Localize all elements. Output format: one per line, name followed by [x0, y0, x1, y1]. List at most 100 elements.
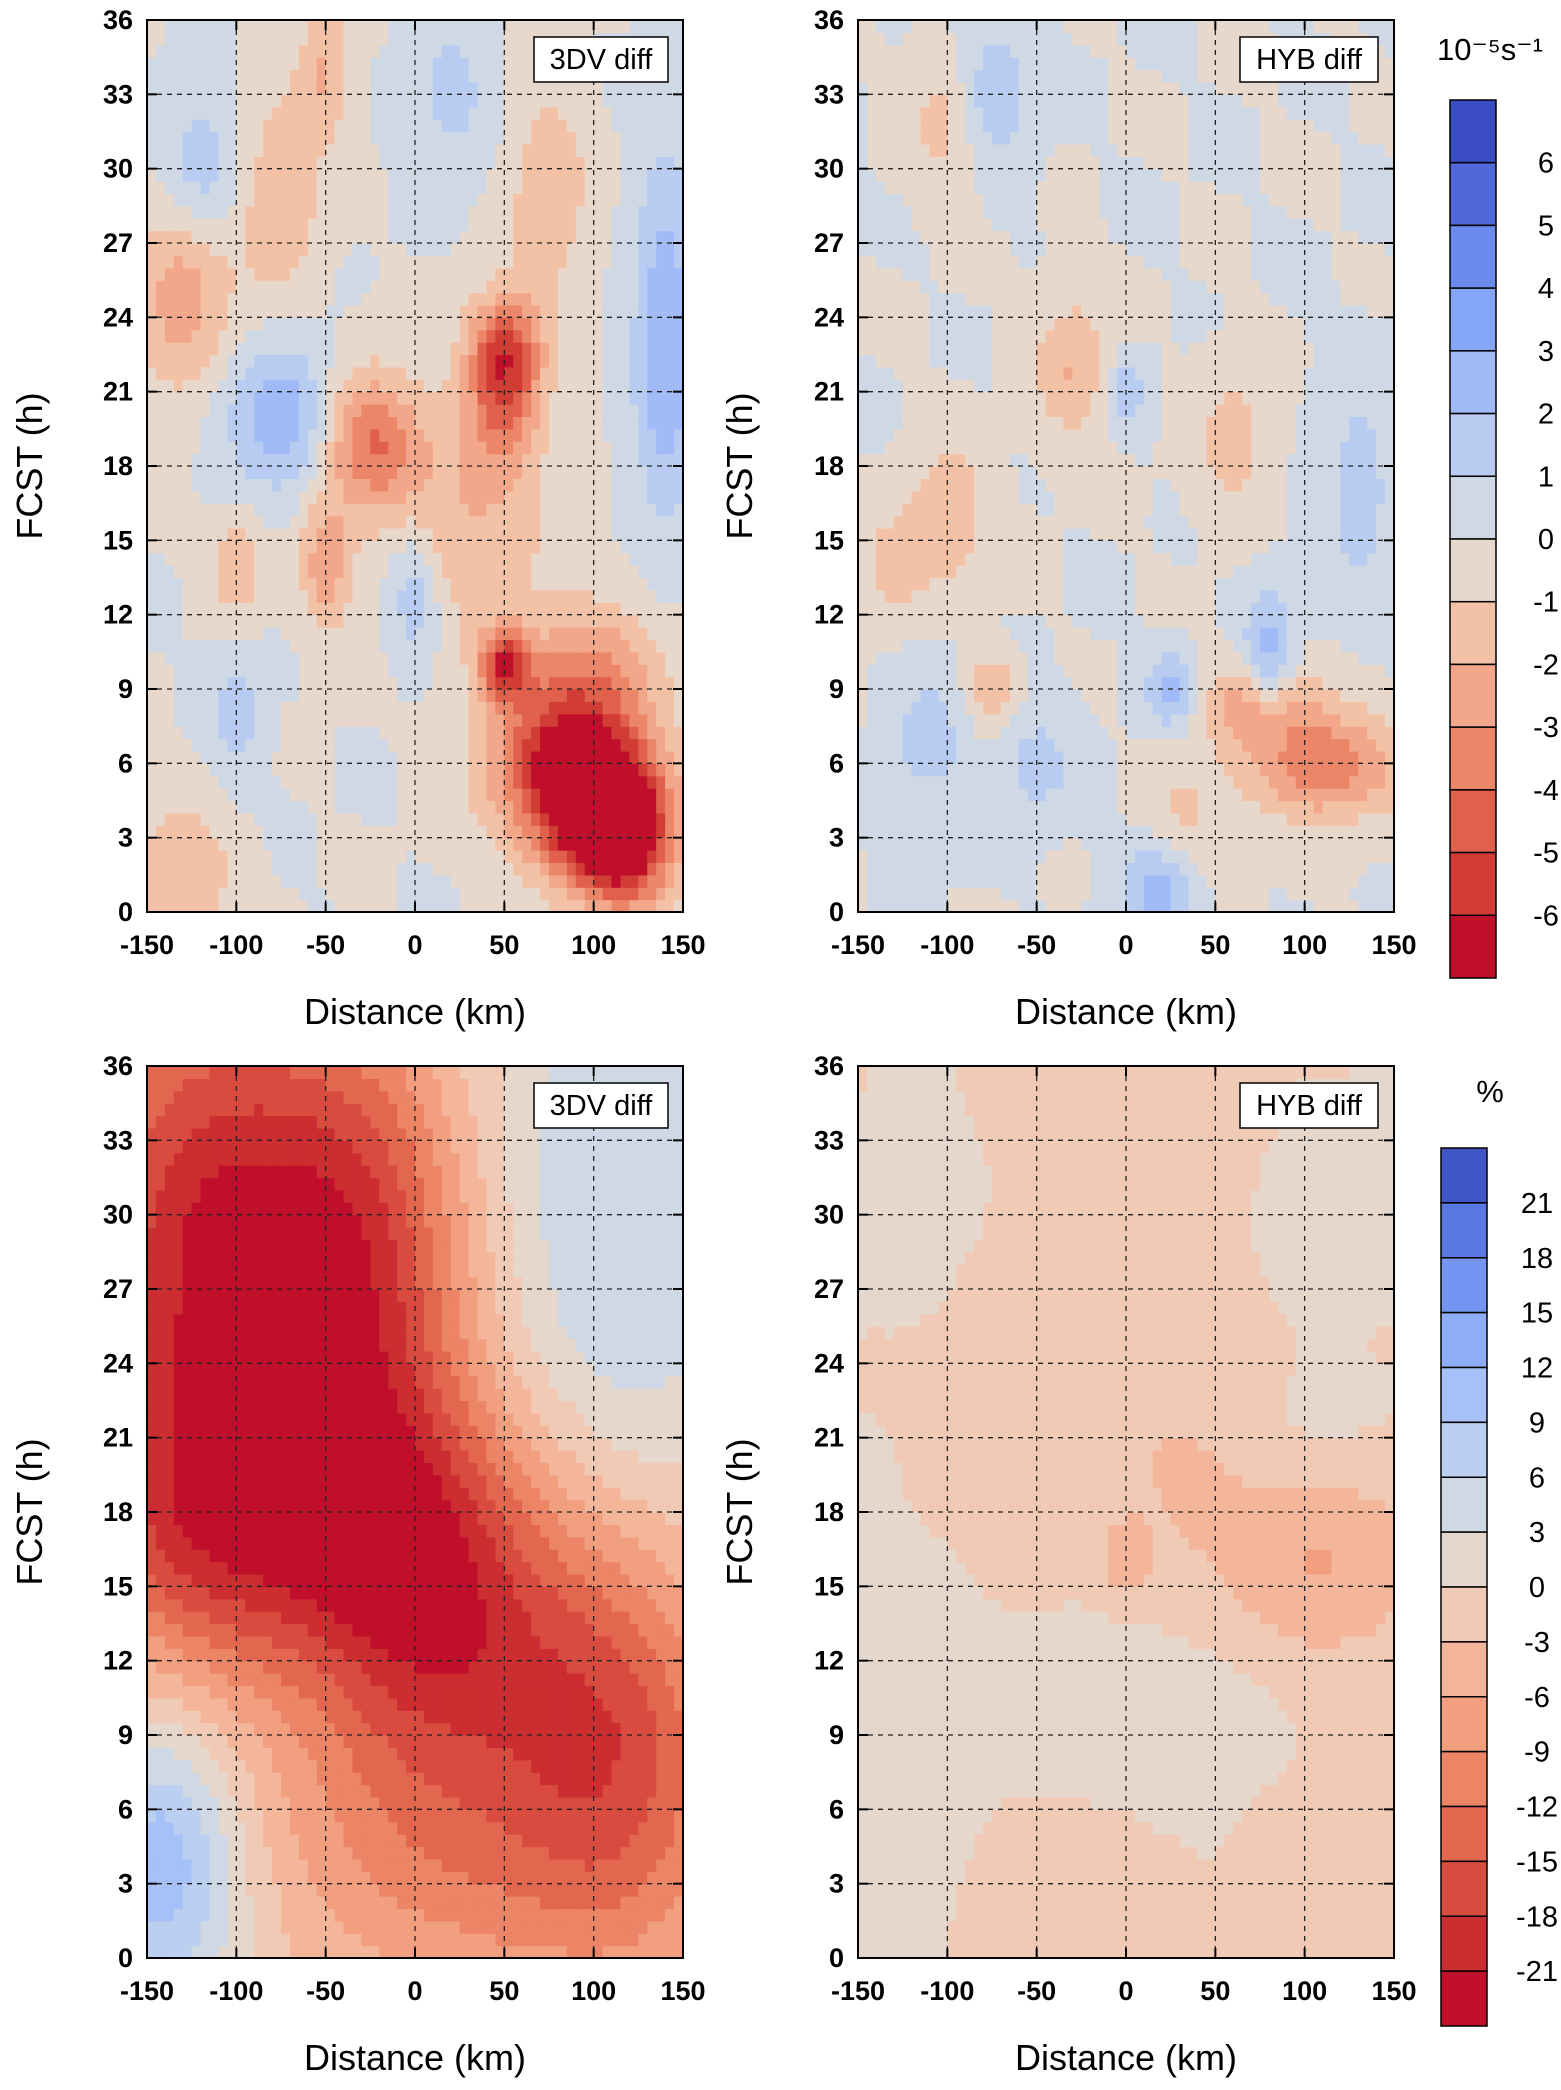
p1-cell [164, 874, 175, 888]
p1-cell [629, 243, 639, 256]
p2-cell [884, 317, 895, 331]
p1-cell [665, 503, 675, 517]
p1-cell [361, 416, 371, 430]
p1-cell [155, 404, 166, 418]
p1-cell [459, 193, 470, 207]
p1-cell [450, 478, 461, 492]
p1-cell [289, 540, 300, 554]
p1-cell [147, 218, 157, 232]
p1-cell [397, 602, 407, 616]
p1-cell [147, 379, 157, 393]
p1-cell [316, 379, 327, 393]
p1-cell [200, 181, 211, 195]
p1-cell [540, 156, 550, 170]
p1-cell [370, 837, 380, 851]
p1-cell [370, 664, 380, 678]
p1-cell [441, 267, 452, 281]
p1-cell [281, 131, 291, 145]
p1-cell [477, 81, 488, 95]
p1-cell [406, 614, 416, 628]
p1-cell [432, 342, 443, 356]
p1-cell [495, 156, 505, 170]
p1-cell [281, 800, 291, 814]
p1-cell [191, 230, 202, 244]
p1-cell [289, 32, 300, 46]
p1-cell [557, 453, 568, 467]
p1-cell [575, 651, 586, 665]
p2-cell [893, 478, 904, 492]
p1-cell [352, 527, 362, 541]
p1-cell [656, 230, 666, 244]
p1-cell [245, 565, 255, 579]
p1-cell [325, 205, 336, 219]
p2-cell [858, 193, 868, 207]
p1-cell [361, 763, 371, 777]
p1-cell [200, 230, 211, 244]
p1-cell [379, 689, 389, 702]
p1-cell [432, 156, 443, 170]
p1-cell [656, 255, 666, 269]
p1-cell [245, 255, 255, 269]
p1-cell [638, 812, 648, 826]
p1-cell [236, 94, 246, 108]
p1-cell [549, 168, 559, 182]
p1-cell [602, 627, 613, 641]
p1-cell [549, 205, 559, 219]
p1-cell [227, 441, 237, 455]
p1-cell [557, 404, 568, 418]
p1-cell [540, 726, 550, 740]
p1-cell [540, 81, 550, 95]
p2-cell [858, 738, 868, 752]
p1-cell [281, 503, 291, 517]
p2-cell [884, 664, 895, 678]
p2-cell [902, 193, 913, 207]
p1-cell [352, 726, 362, 740]
p2-cell [911, 280, 922, 294]
p1-cell [298, 540, 309, 554]
p1-cell [370, 205, 380, 219]
p1-cell [522, 342, 532, 356]
p1-cell [164, 651, 175, 665]
p1-cell [638, 205, 648, 219]
p1-cell [584, 304, 595, 318]
p1-cell [164, 763, 175, 777]
p1-cell [540, 428, 550, 442]
p2-cell [884, 614, 895, 628]
p1-cell [227, 354, 237, 368]
p1-cell [182, 490, 193, 504]
p2-cell [893, 726, 904, 740]
p1-cell [477, 589, 488, 603]
p1-cell [647, 181, 657, 195]
p1-cell [450, 899, 461, 913]
p1-cell [388, 366, 398, 380]
p1-cell [441, 664, 452, 678]
p1-cell [227, 20, 237, 33]
p1-cell [352, 193, 362, 207]
p1-cell [343, 20, 354, 33]
p1-cell [218, 379, 228, 393]
p1-cell [397, 651, 407, 665]
p1-cell [236, 800, 246, 814]
p1-cell [155, 713, 166, 727]
p2-cell [911, 602, 922, 616]
p1-cell [656, 627, 666, 641]
p1-cell [468, 602, 479, 616]
p1-cell [557, 181, 568, 195]
p1-cell [316, 119, 327, 133]
p1-cell [450, 428, 461, 442]
p1-cell [566, 726, 577, 740]
p1-cell [298, 181, 309, 195]
p1-cell [272, 887, 282, 901]
p1-cell [272, 44, 282, 58]
p1-cell [504, 20, 514, 33]
p1-cell [397, 379, 407, 393]
p1-cell [629, 428, 639, 442]
p1-cell [254, 627, 264, 641]
p1-cell [432, 81, 443, 95]
p2-cell [866, 800, 877, 814]
p1-cell [477, 800, 488, 814]
p2-cell [902, 106, 913, 120]
p1-cell [486, 94, 496, 108]
p1-cell [549, 825, 559, 839]
p1-cell [674, 106, 684, 120]
